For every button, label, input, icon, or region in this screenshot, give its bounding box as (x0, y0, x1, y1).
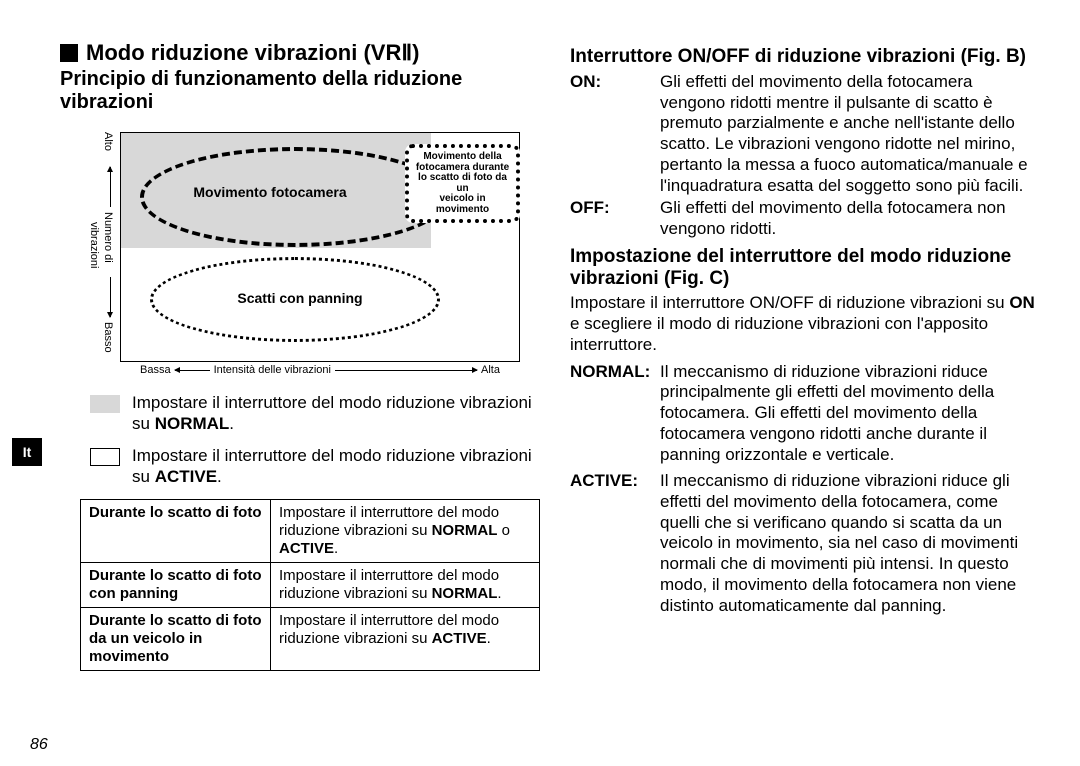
section-subtitle: Principio di funzionamento della riduzio… (60, 68, 540, 114)
table-cell-setting: Impostare il interruttore del modo riduz… (271, 563, 540, 608)
page-content: Modo riduzione vibrazioni (VRⅡ) Principi… (60, 40, 1040, 671)
def-term-off: OFF (570, 198, 660, 239)
cell-bold: NORMAL (432, 585, 498, 602)
def-off: OFF Gli effetti del movimento della foto… (570, 198, 1040, 239)
x-arrow-left (175, 370, 210, 371)
legend-active: Impostare il interruttore del modo riduz… (90, 445, 540, 488)
y-axis-label-2: vibrazioni (88, 222, 100, 268)
x-axis-low: Bassa (140, 364, 171, 376)
table-cell-situation: Durante lo scatto di foto (81, 500, 271, 563)
section-title: Modo riduzione vibrazioni (VRⅡ) (86, 40, 419, 66)
def-desc-off: Gli effetti del movimento della fotocame… (660, 198, 1040, 239)
mode-switch-intro: Impostare il interruttore ON/OFF di ridu… (570, 293, 1040, 355)
vehicle-callout: Movimento della fotocamera durante lo sc… (405, 144, 520, 223)
table-cell-setting: Impostare il interruttore del modo riduz… (271, 500, 540, 563)
table-cell-situation: Durante lo scatto di foto con panning (81, 563, 271, 608)
cell-bold: ACTIVE (432, 630, 487, 647)
left-column: Modo riduzione vibrazioni (VRⅡ) Principi… (60, 40, 540, 671)
cell-bold: NORMAL (432, 522, 498, 539)
def-normal: NORMAL Il meccanismo di riduzione vibraz… (570, 362, 1040, 466)
y-axis-high: Alto (102, 132, 114, 151)
y-axis-low: Basso (102, 322, 114, 353)
table-row: Durante lo scatto di foto da un veicolo … (81, 608, 540, 671)
legend-bold: NORMAL (155, 414, 230, 433)
y-axis-label-1: Numero di (102, 212, 114, 263)
def-desc-on: Gli effetti del movimento della fotocame… (660, 72, 1040, 196)
language-tab: It (12, 438, 42, 466)
table-cell-setting: Impostare il interruttore del modo riduz… (271, 608, 540, 671)
def-active: ACTIVE Il meccanismo di riduzione vibraz… (570, 471, 1040, 616)
table-cell-situation: Durante lo scatto di foto da un veicolo … (81, 608, 271, 671)
intro-text: Impostare il interruttore ON/OFF di ridu… (570, 293, 1009, 312)
legend-normal-text: Impostare il interruttore del modo riduz… (132, 392, 540, 435)
intro-text: e scegliere il modo di riduzione vibrazi… (570, 314, 988, 354)
def-on: ON Gli effetti del movimento della fotoc… (570, 72, 1040, 196)
legend-active-text: Impostare il interruttore del modo riduz… (132, 445, 540, 488)
callout-line: Movimento della (415, 152, 510, 163)
legend-swatch-outline (90, 448, 120, 466)
panning-label: Scatti con panning (190, 290, 410, 306)
def-term-normal: NORMAL (570, 362, 660, 466)
x-axis-center-label: Intensità delle vibrazioni (214, 364, 331, 376)
x-axis-high: Alta (481, 364, 500, 376)
legend-normal: Impostare il interruttore del modo riduz… (90, 392, 540, 435)
def-term-active: ACTIVE (570, 471, 660, 616)
callout-line: veicolo in (415, 194, 510, 205)
mode-definitions: NORMAL Il meccanismo di riduzione vibraz… (570, 362, 1040, 617)
page-number: 86 (30, 736, 48, 754)
onoff-definitions: ON Gli effetti del movimento della fotoc… (570, 72, 1040, 240)
right-column: Interruttore ON/OFF di riduzione vibrazi… (570, 40, 1040, 671)
legend-bold: ACTIVE (155, 467, 217, 486)
y-arrow-up (110, 167, 111, 207)
modes-table: Durante lo scatto di foto Impostare il i… (80, 499, 540, 671)
def-term-on: ON (570, 72, 660, 196)
table-row: Durante lo scatto di foto con panning Im… (81, 563, 540, 608)
callout-line: movimento (415, 205, 510, 216)
mode-switch-heading: Impostazione del interruttore del modo r… (570, 246, 1040, 290)
cell-bold: ACTIVE (279, 540, 334, 557)
def-desc-active: Il meccanismo di riduzione vibrazioni ri… (660, 471, 1040, 616)
table-row: Durante lo scatto di foto Impostare il i… (81, 500, 540, 563)
onoff-heading: Interruttore ON/OFF di riduzione vibrazi… (570, 46, 1040, 68)
vr-diagram: Movimento fotocamera Movimento della fot… (80, 122, 540, 382)
intro-bold: ON (1009, 293, 1035, 312)
y-arrow-down (110, 277, 111, 317)
section-bullet-icon (60, 44, 78, 62)
legend-swatch-gray (90, 395, 120, 413)
x-axis: Bassa Intensità delle vibrazioni Alta (140, 364, 500, 376)
callout-line: lo scatto di foto da un (415, 173, 510, 194)
camera-movement-label: Movimento fotocamera (180, 184, 360, 200)
cell-text: o (497, 522, 510, 539)
section-title-row: Modo riduzione vibrazioni (VRⅡ) (60, 40, 540, 66)
def-desc-normal: Il meccanismo di riduzione vibrazioni ri… (660, 362, 1040, 466)
x-arrow-right (335, 370, 477, 371)
